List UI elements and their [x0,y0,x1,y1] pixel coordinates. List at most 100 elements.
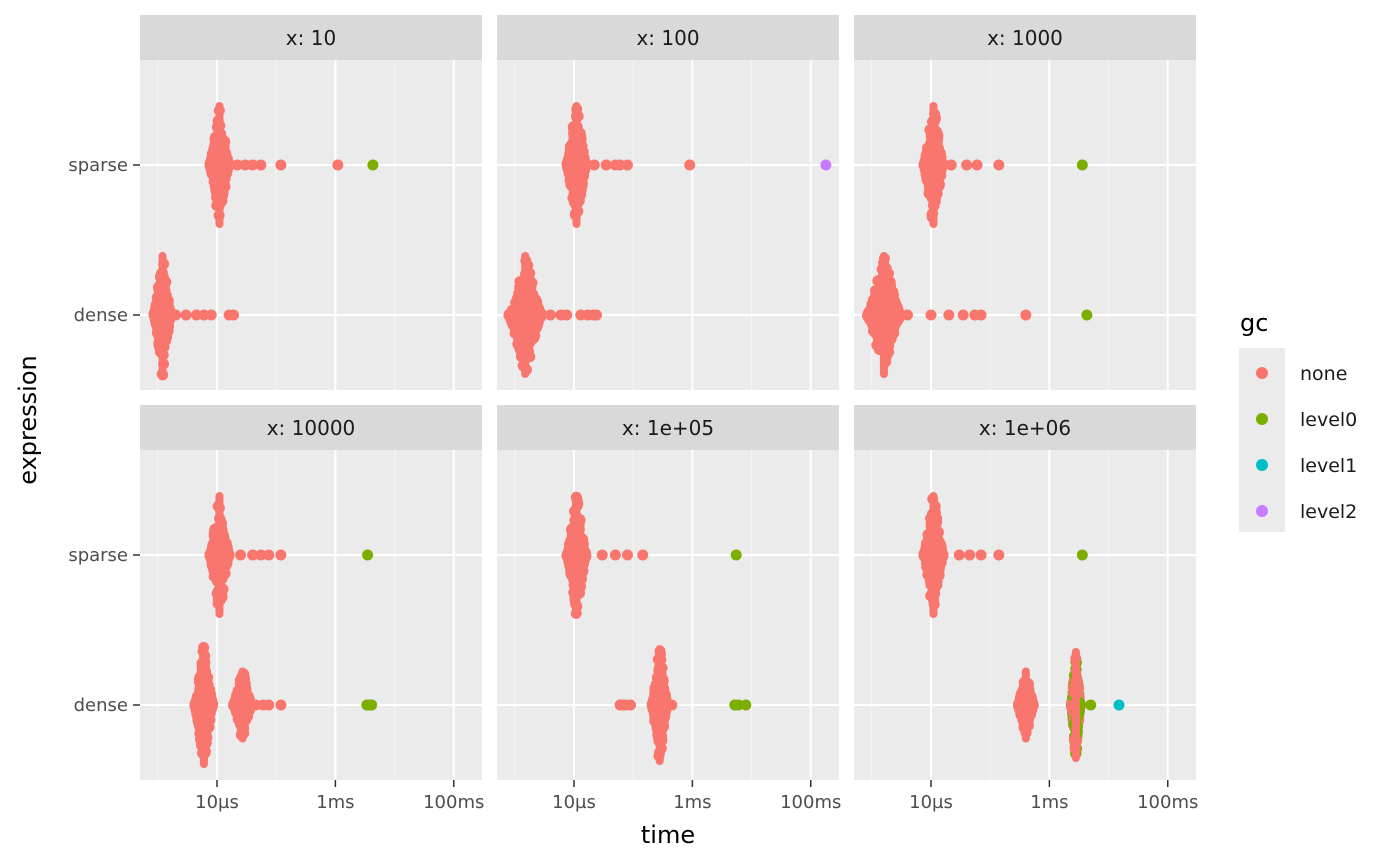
legend-entries: none level0 level1 level2 [1256,363,1357,523]
facet-panel: x: 10 sparse dense [68,15,482,390]
x-tick-label: 10µs [552,792,596,813]
x-tick-label: 10µs [909,792,953,813]
legend-label: level1 [1300,455,1357,477]
x-tick-label: 100ms [1137,792,1198,813]
facet-strip [854,15,1196,60]
data-point [572,492,581,618]
points [862,102,1093,378]
data-point [228,700,240,712]
data-point [621,159,633,171]
legend-title: gc [1240,309,1268,337]
data-point [263,549,275,561]
data-point [228,309,240,321]
data-point [637,549,649,561]
data-point [929,492,938,618]
data-point [1076,159,1088,171]
data-point [205,163,217,175]
data-point [621,549,633,561]
legend: gc none level0 level1 level2 [1239,309,1357,532]
facet-label: x: 10 [286,26,336,50]
legend-label: level2 [1300,501,1357,523]
data-point [1113,699,1125,711]
data-point [971,159,983,171]
facet-strip [140,405,482,450]
data-point [275,159,287,171]
data-point [332,159,344,171]
facet-label: x: 1000 [987,26,1063,50]
x-tick-label: 10µs [195,792,239,813]
data-point [975,549,987,561]
data-point [993,549,1005,561]
data-point [1076,549,1088,561]
data-point [215,492,224,618]
data-point [684,159,696,171]
data-point [1020,309,1032,321]
facet-label: x: 1e+06 [979,416,1071,440]
data-point [561,549,573,561]
legend-key [1256,367,1268,379]
data-point [231,159,243,171]
data-point [221,159,233,171]
data-point [943,309,955,321]
facet-panel: x: 10000 10µs 1ms 100ms sparse dense [68,405,484,813]
data-point [275,549,287,561]
data-point [1021,667,1030,743]
y-axis-title: expression [14,355,42,484]
x-tick-label: 100ms [780,792,841,813]
data-point [879,252,888,378]
legend-label: level0 [1300,409,1357,431]
data-point [925,309,937,321]
panel-background [140,60,482,390]
data-point [180,309,192,321]
data-point [740,699,752,711]
data-point [892,311,904,323]
legend-entry: level2 [1256,501,1357,523]
points [918,492,1125,762]
data-point [215,102,224,228]
facet-panel: x: 1000 [854,15,1196,390]
data-point [275,699,287,711]
y-tick-label: dense [74,695,128,716]
data-point [945,159,957,171]
data-point [206,699,218,711]
data-point [366,699,378,711]
data-point [591,309,603,321]
data-point [609,549,621,561]
data-point [961,159,973,171]
legend-key [1256,459,1268,471]
data-point [199,642,208,768]
data-point [572,102,581,228]
legend-key [1256,505,1268,517]
data-point [561,309,573,321]
data-point [596,549,608,561]
data-point [362,549,374,561]
y-tick-label: dense [74,305,128,326]
facet-label: x: 10000 [267,416,356,440]
facet-label: x: 100 [636,26,699,50]
data-point [255,159,267,171]
points [561,491,752,765]
legend-key [1256,413,1268,425]
facet-strip [140,15,482,60]
legend-entry: level0 [1256,409,1357,431]
legend-label: none [1300,363,1347,385]
x-tick-label: 1ms [1030,792,1068,813]
data-point [235,549,247,561]
data-point [247,159,259,171]
facet-strip [497,15,839,60]
data-point [238,667,247,743]
data-point [929,102,938,228]
data-point [578,549,590,561]
panels: x: 10 sparse dense x: 100 x: 1000 x: 10000 10µ… [68,15,1198,813]
data-point [170,309,182,321]
data-point [730,549,742,561]
facet-label: x: 1e+05 [622,416,714,440]
x-axis-title: time [641,821,695,849]
facet-panel: x: 1e+05 10µs 1ms 100ms [497,405,841,813]
points [503,102,832,378]
points [148,102,379,381]
data-point [820,159,832,171]
data-point [158,252,167,378]
data-point [655,645,664,765]
